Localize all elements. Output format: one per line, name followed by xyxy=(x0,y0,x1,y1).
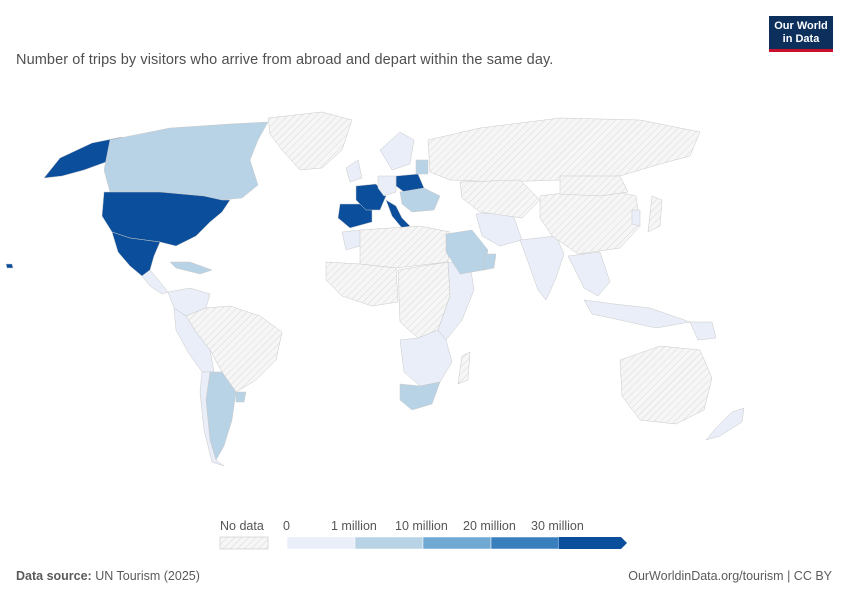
region-west-africa[interactable] xyxy=(325,261,399,307)
data-source: Data source: UN Tourism (2025) xyxy=(16,569,200,583)
region-indonesia[interactable] xyxy=(583,299,691,329)
region-central-asia[interactable] xyxy=(459,179,541,219)
footer-link[interactable]: OurWorldinData.org/tourism | CC BY xyxy=(628,569,832,583)
region-korea[interactable] xyxy=(631,209,641,227)
legend-tick-1: 1 million xyxy=(331,519,377,533)
region-caribbean[interactable] xyxy=(169,261,213,275)
logo-line-2: in Data xyxy=(782,33,820,45)
world-map[interactable] xyxy=(0,90,850,500)
region-united-kingdom[interactable] xyxy=(345,159,363,183)
chart-subtitle: Number of trips by visitors who arrive f… xyxy=(16,52,554,68)
region-north-africa[interactable] xyxy=(359,225,451,269)
legend-tick-2: 10 million xyxy=(395,519,448,533)
region-madagascar[interactable] xyxy=(457,351,471,385)
region-new-zealand[interactable] xyxy=(705,407,745,441)
region-south-africa[interactable] xyxy=(399,381,441,411)
region-uruguay[interactable] xyxy=(235,391,247,403)
legend-scale xyxy=(219,536,627,550)
region-japan[interactable] xyxy=(647,195,663,233)
legend-bin-0 xyxy=(286,536,356,550)
region-greenland[interactable] xyxy=(267,111,353,171)
region-central-america[interactable] xyxy=(141,269,169,295)
region-italy[interactable] xyxy=(385,199,411,229)
region-papua-new-guinea[interactable] xyxy=(689,321,717,341)
region-canada[interactable] xyxy=(103,121,269,201)
legend-tick-3: 20 million xyxy=(463,519,516,533)
region-southern-africa[interactable] xyxy=(399,329,453,387)
legend-tick-4: 30 million xyxy=(531,519,584,533)
data-source-value: UN Tourism (2025) xyxy=(95,569,200,583)
region-russia[interactable] xyxy=(427,117,701,183)
region-france[interactable] xyxy=(355,183,387,211)
legend-bin-3 xyxy=(490,536,560,550)
legend-no-data-label: No data xyxy=(220,519,264,533)
legend-no-data-swatch xyxy=(219,536,269,550)
region-central-europe[interactable] xyxy=(399,187,441,213)
region-india[interactable] xyxy=(519,235,565,301)
legend: No data 0 1 million 10 million 20 millio… xyxy=(0,510,850,560)
data-source-label: Data source: xyxy=(16,569,92,583)
region-hawaii-united-states[interactable] xyxy=(5,263,14,269)
legend-tick-0: 0 xyxy=(283,519,290,533)
legend-bin-4 xyxy=(559,537,627,549)
logo-line-1: Our World xyxy=(774,20,828,32)
region-scandinavia[interactable] xyxy=(379,131,415,171)
legend-bin-2 xyxy=(422,536,492,550)
region-chile[interactable] xyxy=(199,371,225,467)
legend-bin-1 xyxy=(354,536,424,550)
owid-logo[interactable]: Our World in Data xyxy=(769,16,833,52)
region-oman[interactable] xyxy=(483,253,497,271)
region-mongolia[interactable] xyxy=(559,175,629,197)
region-baltics[interactable] xyxy=(415,159,429,175)
region-southeast-asia[interactable] xyxy=(567,251,611,297)
region-germany[interactable] xyxy=(377,175,397,197)
region-australia[interactable] xyxy=(619,345,713,425)
region-morocco[interactable] xyxy=(341,229,363,251)
